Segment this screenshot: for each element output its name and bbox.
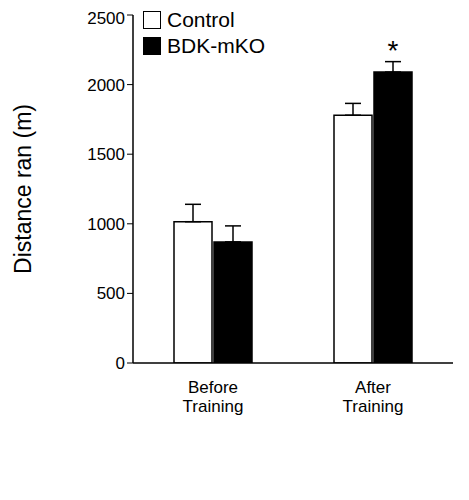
svg-text:2500: 2500 bbox=[87, 9, 125, 28]
html-text:Control: Control bbox=[167, 8, 235, 31]
svg-text:500: 500 bbox=[97, 284, 125, 303]
svg-text:Distance ran (m): Distance ran (m) bbox=[10, 104, 36, 274]
svg-text:0: 0 bbox=[116, 354, 125, 373]
svg-text:*: * bbox=[388, 35, 399, 66]
svg-text:AfterTraining: AfterTraining bbox=[343, 378, 404, 416]
html-text:BDK-mKO: BDK-mKO bbox=[167, 34, 265, 57]
svg-text:2000: 2000 bbox=[87, 76, 125, 95]
svg-text:1500: 1500 bbox=[87, 145, 125, 164]
svg-text:BeforeTraining: BeforeTraining bbox=[183, 378, 244, 416]
svg-text:1000: 1000 bbox=[87, 215, 125, 234]
